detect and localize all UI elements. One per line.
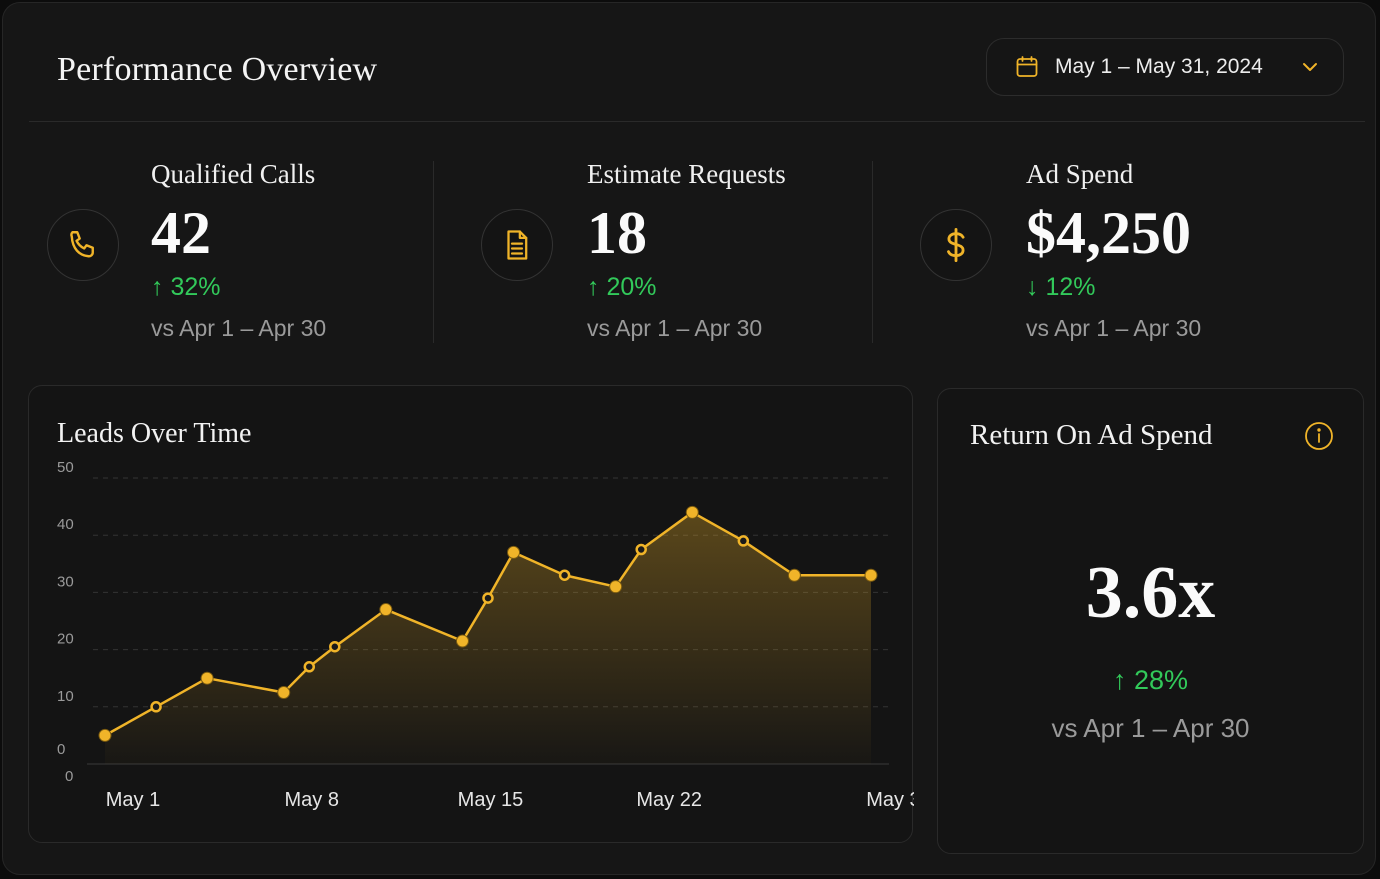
kpi-delta-value: 32% (170, 273, 221, 301)
data-point (558, 569, 571, 581)
y-tick-label: 10 (57, 688, 74, 705)
kpi-title: Qualified Calls (151, 159, 316, 189)
x-tick-label: May 22 (636, 789, 702, 811)
x-tick-label: May 1 (106, 789, 160, 811)
x-tick-label: May 15 (458, 789, 524, 811)
x-tick-label: May 8 (284, 789, 338, 811)
date-range-picker[interactable]: May 1 – May 31, 2024 (986, 38, 1344, 96)
leads-chart-card: Leads Over Time 50 40 30 20 10 0 0 May 1 May 8 Ma… (28, 385, 914, 843)
kpi-compare: vs Apr 1 – Apr 30 (587, 315, 763, 341)
header-divider (29, 121, 1365, 122)
kpi-icon-circle (920, 209, 992, 281)
roas-delta: ↑ 28% (938, 665, 1363, 696)
kpi-delta: ↑ 32% (151, 273, 221, 302)
data-point (150, 701, 162, 713)
roas-card: Return On Ad Spend 3.6x ↑ 28% vs Apr 1 –… (937, 388, 1364, 854)
data-point (787, 568, 801, 582)
data-point (609, 580, 623, 594)
data-point (277, 686, 291, 699)
leads-chart: 50 40 30 20 10 00 May 1 May 8 May 15 May 22 May 31 (57, 459, 914, 811)
calendar-icon (1016, 56, 1038, 77)
kpi-value: 18 (587, 200, 647, 266)
data-point (507, 545, 521, 559)
data-point (329, 640, 341, 653)
chart-title: Leads Over Time (57, 418, 252, 449)
kpi-title: Estimate Requests (587, 159, 786, 189)
kpi-title: Ad Spend (1026, 159, 1134, 189)
kpi-delta-value: 20% (606, 273, 657, 301)
roas-value: 3.6x (1085, 552, 1216, 634)
roas-compare: vs Apr 1 – Apr 30 (1051, 713, 1250, 743)
data-point (303, 661, 316, 673)
data-point (482, 592, 494, 604)
page-title: Performance Overview (57, 51, 378, 88)
x-tick-label: May 31 (866, 789, 914, 811)
data-point (737, 535, 750, 547)
y-tick-label: 0 (57, 741, 65, 758)
arrow-up-icon: ↑ (1112, 665, 1127, 695)
arrow-up-icon: ↑ (587, 273, 600, 301)
series-area (105, 512, 871, 764)
kpi-qualified-calls: Qualified Calls 42 ↑ 32% vs Apr 1 – Apr … (47, 153, 427, 353)
data-point (685, 505, 699, 519)
y-tick-label: 50 (57, 459, 74, 476)
data-point (635, 543, 647, 556)
kpi-delta-value: 12% (1045, 273, 1096, 301)
data-point (864, 568, 878, 582)
chevron-down-icon (1303, 63, 1317, 71)
kpi-compare: vs Apr 1 – Apr 30 (151, 315, 327, 341)
dollar-icon (947, 228, 965, 263)
roas-delta-value: 28% (1133, 665, 1189, 695)
y-tick-label: 40 (57, 516, 74, 533)
info-icon[interactable] (1304, 421, 1334, 451)
kpi-icon-circle (481, 209, 553, 281)
kpi-delta: ↓ 12% (1026, 273, 1096, 302)
kpi-value: $4,250 (1026, 200, 1191, 266)
kpi-estimate-requests: Estimate Requests 18 ↑ 20% vs Apr 1 – Ap… (481, 153, 861, 353)
kpi-ad-spend: Ad Spend $4,250 ↓ 12% vs Apr 1 – Apr 30 (920, 153, 1340, 353)
kpi-value: 42 (151, 200, 211, 266)
y-tick-label: 30 (57, 573, 74, 590)
kpi-compare: vs Apr 1 – Apr 30 (1026, 315, 1202, 341)
y-tick-label: 0 (65, 768, 73, 785)
phone-icon (70, 231, 94, 258)
y-tick-label: 20 (57, 631, 74, 648)
data-point (98, 728, 112, 742)
data-point (200, 671, 214, 685)
roas-title: Return On Ad Spend (970, 419, 1213, 451)
date-range-label: May 1 – May 31, 2024 (1055, 55, 1263, 78)
kpi-delta: ↑ 20% (587, 273, 657, 302)
kpi-divider (872, 161, 873, 343)
data-point (455, 634, 469, 648)
kpi-divider (433, 161, 434, 343)
arrow-up-icon: ↑ (151, 273, 164, 301)
arrow-down-icon: ↓ (1026, 273, 1039, 301)
document-icon (507, 230, 528, 260)
data-point (379, 603, 393, 617)
kpi-icon-circle (47, 209, 119, 281)
